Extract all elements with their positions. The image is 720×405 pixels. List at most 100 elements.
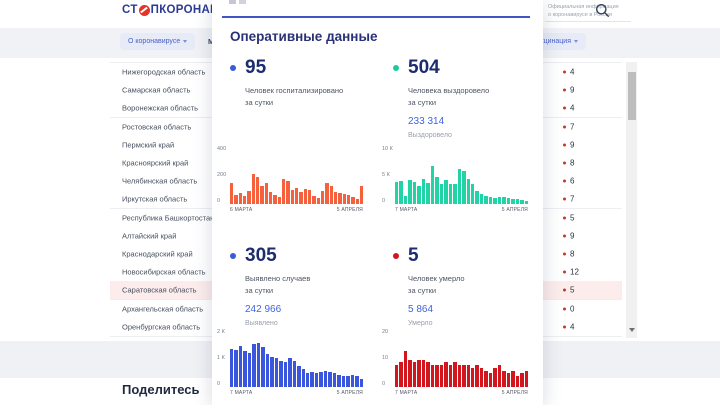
- y-tick: 2 К: [217, 329, 225, 335]
- nav-item-label: М: [208, 37, 214, 46]
- marker-dot-icon: [230, 65, 236, 71]
- region-name[interactable]: Челябинская область: [122, 176, 198, 186]
- bar: [338, 193, 342, 204]
- bar: [435, 177, 439, 204]
- no-entry-icon: [138, 4, 150, 16]
- scrollbar-thumb[interactable]: [627, 72, 636, 120]
- region-daily-value: 7: [563, 122, 574, 131]
- bar: [511, 370, 515, 387]
- bar: [506, 373, 511, 387]
- bar: [234, 195, 238, 204]
- bar: [444, 362, 448, 387]
- bar: [435, 365, 439, 387]
- bar: [319, 371, 323, 387]
- bar: [310, 371, 314, 387]
- share-section-title: Поделитесь: [122, 382, 200, 397]
- bar: [453, 362, 457, 387]
- region-name[interactable]: Ростовская область: [122, 122, 192, 132]
- nav-item-partially-hidden[interactable]: М: [208, 37, 214, 46]
- bar: [511, 198, 515, 204]
- bar: [426, 362, 430, 387]
- region-name[interactable]: Нижегородская область: [122, 67, 206, 77]
- stat-total-value[interactable]: 242 966: [245, 304, 282, 315]
- operational-data-modal: Оперативные данные 95 Человек госпитализ…: [212, 0, 543, 405]
- bar: [493, 197, 497, 204]
- bar: [292, 360, 297, 387]
- logo-text-suffix: ПКОРОНАВИ: [150, 4, 228, 16]
- official-info-caption: Официальная информация о коронавирусе в …: [548, 4, 619, 19]
- region-name[interactable]: Республика Башкортостан: [122, 213, 215, 223]
- bar: [243, 351, 247, 387]
- region-name[interactable]: Новосибирская область: [122, 267, 206, 277]
- nav-item-about-coronavirus[interactable]: О коронавирусе: [120, 33, 196, 50]
- stat-hospitalized: 95 Человек госпитализировано за сутки: [230, 56, 382, 108]
- region-name[interactable]: Алтайский край: [122, 231, 177, 241]
- bar: [524, 200, 529, 204]
- region-name[interactable]: Иркутская область: [122, 194, 188, 204]
- bar: [332, 373, 337, 387]
- logo-text-prefix: СТ: [122, 4, 138, 16]
- stat-total-value[interactable]: 5 864: [408, 304, 434, 315]
- bar: [502, 197, 506, 204]
- bar: [305, 373, 310, 387]
- bar: [493, 367, 497, 387]
- region-name[interactable]: Красноярский край: [122, 158, 189, 168]
- modal-title: Оперативные данные: [230, 29, 378, 44]
- region-name[interactable]: Оренбургская область: [122, 322, 201, 332]
- nav-item-label: О коронавирусе: [128, 38, 181, 45]
- region-daily-value: 8: [563, 250, 574, 259]
- region-name[interactable]: Пермский край: [122, 140, 175, 150]
- bar: [453, 184, 457, 204]
- bar: [462, 365, 466, 387]
- bar: [488, 196, 493, 204]
- scrollbar[interactable]: [626, 62, 637, 338]
- site-logo[interactable]: СТ ПКОРОНАВИ: [122, 4, 227, 16]
- y-tick: 200: [217, 172, 227, 178]
- bar: [247, 352, 252, 387]
- bar: [316, 197, 320, 204]
- marker-dot-icon: [563, 143, 566, 147]
- bar: [350, 374, 355, 387]
- marker-dot-icon: [563, 179, 566, 183]
- chevron-down-icon: [183, 40, 188, 43]
- chart-recovered: 10 К 5 К 0 7 МАРТА 5 АПРЕЛЯ: [382, 146, 529, 214]
- bar: [399, 362, 403, 387]
- bar: [234, 349, 238, 387]
- bar: [403, 351, 408, 387]
- bar: [466, 179, 470, 204]
- bar: [408, 180, 412, 204]
- bar: [506, 197, 511, 204]
- bar: [470, 367, 475, 387]
- bar: [290, 190, 294, 204]
- bar: [255, 177, 260, 204]
- search-icon[interactable]: [595, 3, 610, 18]
- bar: [299, 192, 303, 204]
- bar: [457, 169, 462, 204]
- bar: [238, 345, 243, 387]
- stat-total-value[interactable]: 233 314: [408, 116, 445, 127]
- region-name[interactable]: Краснодарский край: [122, 249, 193, 259]
- marker-dot-icon: [563, 161, 566, 165]
- bar: [359, 186, 364, 204]
- caption-line-2: о коронавирусе в России: [548, 11, 612, 18]
- scroll-down-arrow-icon[interactable]: [628, 328, 635, 332]
- bar: [238, 193, 242, 204]
- region-name[interactable]: Архангельская область: [122, 304, 204, 314]
- bar: [342, 193, 346, 204]
- chart-detected: 2 К 1 К 0 7 МАРТА 5 АПРЕЛЯ: [217, 329, 364, 397]
- bar: [260, 186, 264, 204]
- marker-dot-icon: [393, 253, 399, 259]
- cutoff-text-fragment: [229, 0, 236, 4]
- bar: [252, 344, 256, 387]
- bar: [408, 359, 412, 387]
- stat-label: Человек умерло за сутки: [408, 274, 465, 295]
- bar: [264, 183, 268, 204]
- region-name[interactable]: Воронежская область: [122, 103, 199, 113]
- region-name[interactable]: Самарская область: [122, 85, 191, 95]
- chart-deaths: 20 10 0 7 МАРТА 5 АПРЕЛЯ: [382, 329, 529, 397]
- y-tick: 10 К: [382, 146, 393, 152]
- region-name[interactable]: Саратовская область: [122, 285, 197, 295]
- marker-dot-icon: [563, 88, 566, 92]
- marker-dot-icon: [563, 197, 566, 201]
- x-axis-labels: 7 МАРТА 5 АПРЕЛЯ: [395, 390, 528, 396]
